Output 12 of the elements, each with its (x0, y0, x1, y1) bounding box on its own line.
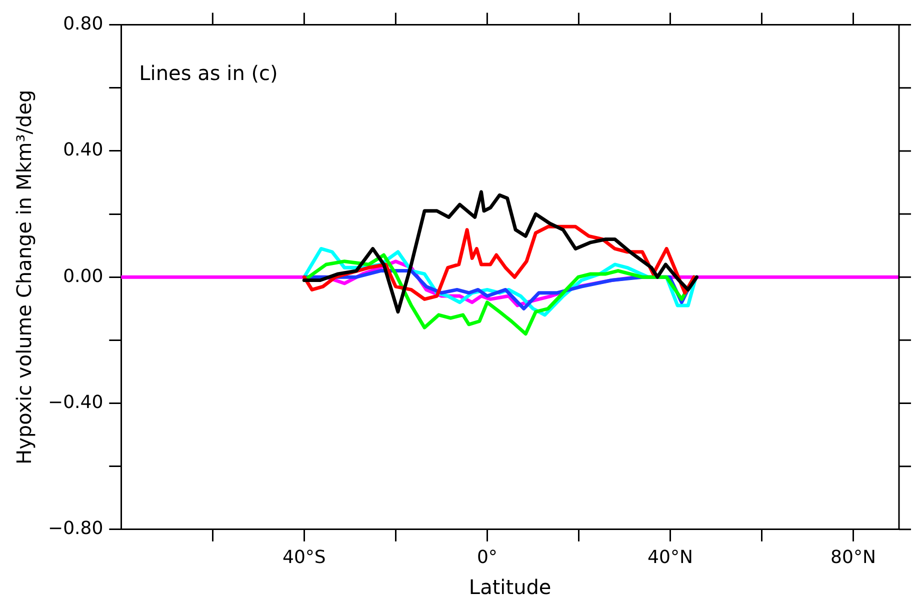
y-tick-label: −0.80 (48, 518, 104, 540)
y-tick-label: 0.00 (63, 266, 104, 287)
y-tick-label: 0.80 (63, 13, 104, 34)
y-tick-label: 0.40 (63, 140, 104, 161)
x-axis-title: Latitude (468, 575, 552, 600)
x-tick-label: 0° (476, 546, 498, 568)
y-tick-label: −0.40 (48, 392, 104, 413)
x-tick-label: 40°S (282, 546, 326, 568)
y-axis-title: Hypoxic volume Change in Mkm³/deg (12, 90, 36, 464)
annotation: Lines as in (c) (139, 61, 278, 86)
x-tick-label: 40°N (648, 546, 693, 568)
x-tick-label: 80°N (830, 546, 876, 568)
